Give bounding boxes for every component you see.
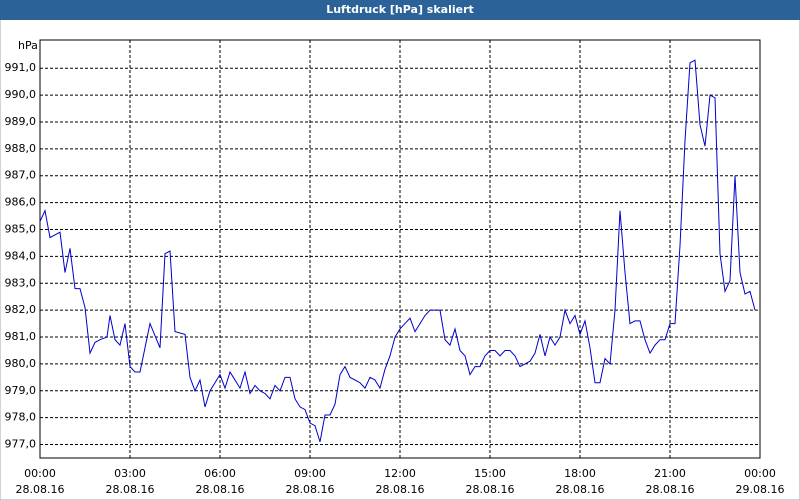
x-tick-date: 28.08.16	[286, 483, 335, 496]
y-tick-label: 983,0	[5, 276, 37, 289]
y-tick-label: 984,0	[5, 249, 37, 262]
x-tick-label: 06:00	[204, 467, 236, 480]
x-tick-date: 29.08.16	[736, 483, 785, 496]
y-tick-label: 987,0	[5, 169, 37, 182]
title-bar	[0, 0, 800, 20]
chart-title: Luftdruck [hPa] skaliert	[326, 3, 474, 16]
y-tick-label: 979,0	[5, 384, 37, 397]
x-tick-date: 28.08.16	[466, 483, 515, 496]
y-tick-label: 988,0	[5, 142, 37, 155]
x-tick-date: 28.08.16	[106, 483, 155, 496]
y-tick-label: 989,0	[5, 115, 37, 128]
x-tick-label: 18:00	[564, 467, 596, 480]
x-tick-label: 00:00	[24, 467, 56, 480]
x-tick-date: 28.08.16	[556, 483, 605, 496]
x-tick-label: 21:00	[654, 467, 686, 480]
y-tick-label: 978,0	[5, 411, 37, 424]
data-line	[39, 59, 756, 443]
x-tick-date: 28.08.16	[646, 483, 695, 496]
x-tick-date: 28.08.16	[196, 483, 245, 496]
y-tick-label: 991,0	[5, 61, 37, 74]
x-tick-label: 15:00	[474, 467, 506, 480]
y-tick-label: 977,0	[5, 438, 37, 451]
y-tick-label: 986,0	[5, 196, 37, 209]
x-tick-label: 00:00	[744, 467, 776, 480]
y-tick-label: 980,0	[5, 357, 37, 370]
x-tick-label: 12:00	[384, 467, 416, 480]
y-tick-label: 985,0	[5, 223, 37, 236]
y-tick-label: 982,0	[5, 303, 37, 316]
x-tick-date: 28.08.16	[376, 483, 425, 496]
y-axis-label: hPa	[18, 39, 38, 52]
x-tick-label: 03:00	[114, 467, 146, 480]
y-tick-label: 981,0	[5, 330, 37, 343]
x-tick-date: 28.08.16	[16, 483, 65, 496]
x-tick-label: 09:00	[294, 467, 326, 480]
y-tick-label: 990,0	[5, 88, 37, 101]
